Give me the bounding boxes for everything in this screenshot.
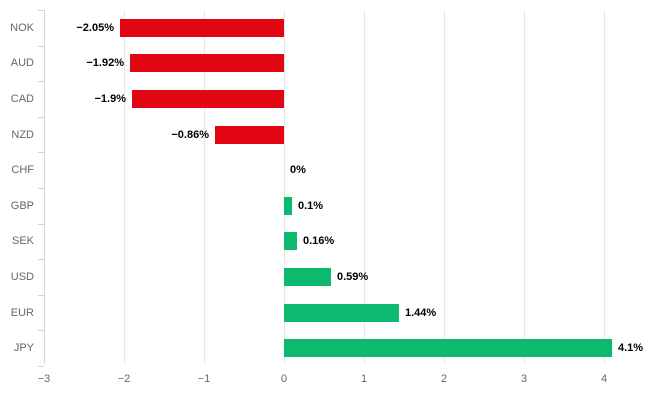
positive-bar — [284, 268, 331, 286]
category-axis-tick — [38, 295, 44, 296]
category-label: NOK — [10, 22, 34, 34]
category-axis-tick — [38, 224, 44, 225]
category-axis-tick — [38, 259, 44, 260]
negative-bar — [130, 54, 284, 72]
category-axis-tick — [38, 81, 44, 82]
category-label: AUD — [10, 57, 34, 69]
category-label: JPY — [13, 342, 34, 354]
bar-value-label: 0.16% — [303, 235, 335, 247]
category-label: NZD — [11, 129, 34, 141]
category-axis-tick — [38, 117, 44, 118]
grid-line — [124, 10, 125, 364]
bar-value-label: −2.05% — [76, 22, 114, 34]
grid-line — [604, 10, 605, 364]
grid-line — [284, 10, 285, 364]
positive-bar — [284, 339, 612, 357]
category-label: GBP — [10, 200, 34, 212]
grid-line — [204, 10, 205, 364]
x-axis-tick-label: 4 — [600, 373, 608, 385]
x-axis-tick-label: 0 — [280, 373, 288, 385]
category-label: USD — [10, 271, 34, 283]
negative-bar — [120, 19, 284, 37]
x-axis-tick-label: −3 — [37, 373, 51, 385]
category-axis-tick — [38, 46, 44, 47]
x-axis-tick-label: −1 — [197, 373, 211, 385]
bar-value-label: 4.1% — [618, 342, 644, 354]
x-axis-tick-label: −2 — [117, 373, 131, 385]
category-axis-tick — [38, 330, 44, 331]
negative-bar — [132, 90, 284, 108]
positive-bar — [284, 197, 292, 215]
bar-value-label: −1.9% — [94, 93, 127, 105]
x-axis-tick-label: 2 — [440, 373, 448, 385]
bar-value-label: −0.86% — [171, 129, 209, 141]
grid-line — [444, 10, 445, 364]
category-label: SEK — [11, 235, 34, 247]
category-axis-tick — [38, 10, 44, 11]
bar-value-label: 1.44% — [405, 307, 437, 319]
category-label: CHF — [11, 164, 34, 176]
positive-bar — [284, 232, 297, 250]
category-label: EUR — [10, 307, 34, 319]
grid-line — [524, 10, 525, 364]
category-axis-tick — [38, 366, 44, 367]
bar-value-label: 0% — [290, 164, 306, 176]
positive-bar — [284, 304, 399, 322]
category-axis-line — [44, 10, 45, 364]
bar-value-label: 0.1% — [298, 200, 324, 212]
x-axis-tick-label: 3 — [520, 373, 528, 385]
bar-value-label: −1.92% — [86, 57, 124, 69]
negative-bar — [215, 126, 284, 144]
category-label: CAD — [10, 93, 34, 105]
grid-line — [364, 10, 365, 364]
category-axis-tick — [38, 188, 44, 189]
x-axis-tick-label: 1 — [360, 373, 368, 385]
category-axis-tick — [38, 152, 44, 153]
bar-value-label: 0.59% — [337, 271, 369, 283]
